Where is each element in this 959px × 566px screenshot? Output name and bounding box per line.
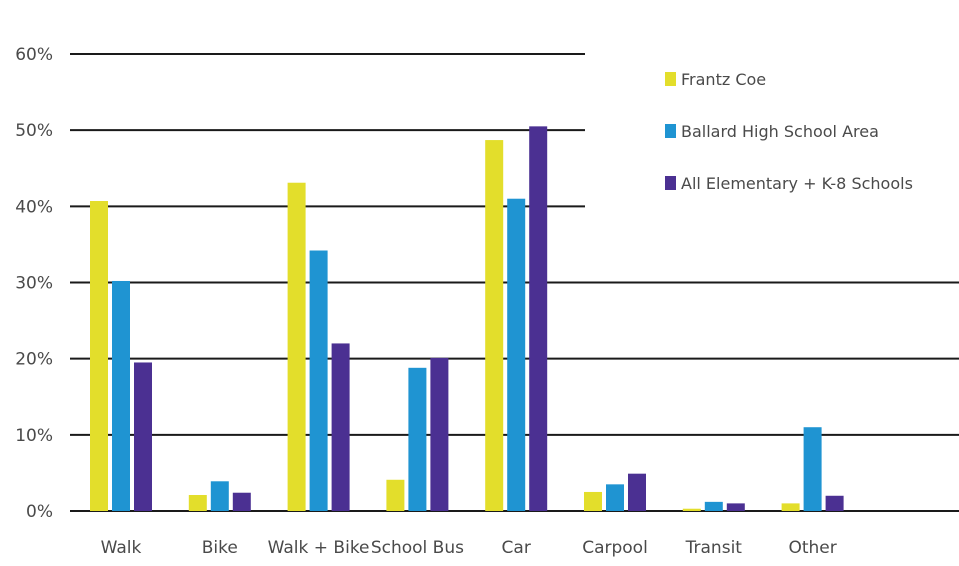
bar-walk-bike-series-3	[331, 343, 350, 511]
x-category-label: Walk	[101, 538, 142, 558]
y-axis-tick-labels: 0% 10% 20% 30% 40% 50% 60%	[15, 45, 53, 522]
x-category-label: Other	[788, 538, 836, 558]
legend-label: Ballard High School Area	[681, 122, 879, 141]
bar-walk-series-3	[134, 362, 152, 511]
bar-walk-bike-series-2	[309, 250, 328, 511]
y-tick-label: 60%	[15, 45, 53, 65]
legend-label: Frantz Coe	[681, 70, 766, 89]
x-category-label: Bike	[202, 538, 238, 558]
bar-other-series-3	[825, 495, 844, 511]
bar-walk-series-2	[112, 280, 130, 511]
bar-walk-series-1	[90, 201, 108, 512]
bar-bike-series-3	[232, 492, 251, 511]
y-tick-label: 20%	[15, 350, 53, 370]
legend: Frantz Coe Ballard High School Area All El…	[665, 70, 913, 193]
bar-bike-series-2	[210, 481, 229, 511]
x-category-label: Walk + Bike	[268, 538, 370, 558]
legend-swatch	[665, 72, 676, 86]
bar-other-series-2	[803, 427, 822, 511]
x-category-label: Car	[502, 538, 531, 558]
y-tick-label: 10%	[15, 426, 53, 446]
x-category-label: Carpool	[582, 538, 648, 558]
bar-school-bus-series-3	[430, 357, 449, 511]
bar-carpool-series-1	[584, 491, 602, 511]
bar-school-bus-series-1	[386, 479, 405, 511]
bar-transit-series-1	[682, 508, 701, 511]
bar-carpool-series-2	[606, 484, 624, 511]
x-category-label: School Bus	[371, 538, 464, 558]
x-category-label: Transit	[685, 538, 743, 558]
bar-carpool-series-3	[628, 473, 646, 511]
legend-label: All Elementary + K-8 Schools	[681, 174, 913, 193]
y-tick-label: 30%	[15, 274, 53, 294]
bar-car-series-2	[507, 198, 526, 511]
bar-car-series-3	[529, 126, 548, 511]
bar-car-series-1	[485, 140, 504, 511]
legend-swatch	[665, 124, 676, 138]
bars	[90, 126, 844, 512]
x-axis-category-labels: Walk Bike Walk + Bike School Bus Car Carpool T…	[101, 538, 837, 558]
y-tick-label: 50%	[15, 121, 53, 141]
bar-transit-series-3	[726, 503, 745, 511]
legend-swatch	[665, 176, 676, 190]
bar-bike-series-1	[188, 495, 207, 511]
bar-transit-series-2	[704, 501, 723, 511]
y-tick-label: 40%	[15, 197, 53, 217]
bar-other-series-1	[781, 503, 800, 511]
y-tick-label: 0%	[26, 502, 53, 522]
bar-walk-bike-series-1	[287, 182, 306, 511]
bar-school-bus-series-2	[408, 367, 427, 511]
